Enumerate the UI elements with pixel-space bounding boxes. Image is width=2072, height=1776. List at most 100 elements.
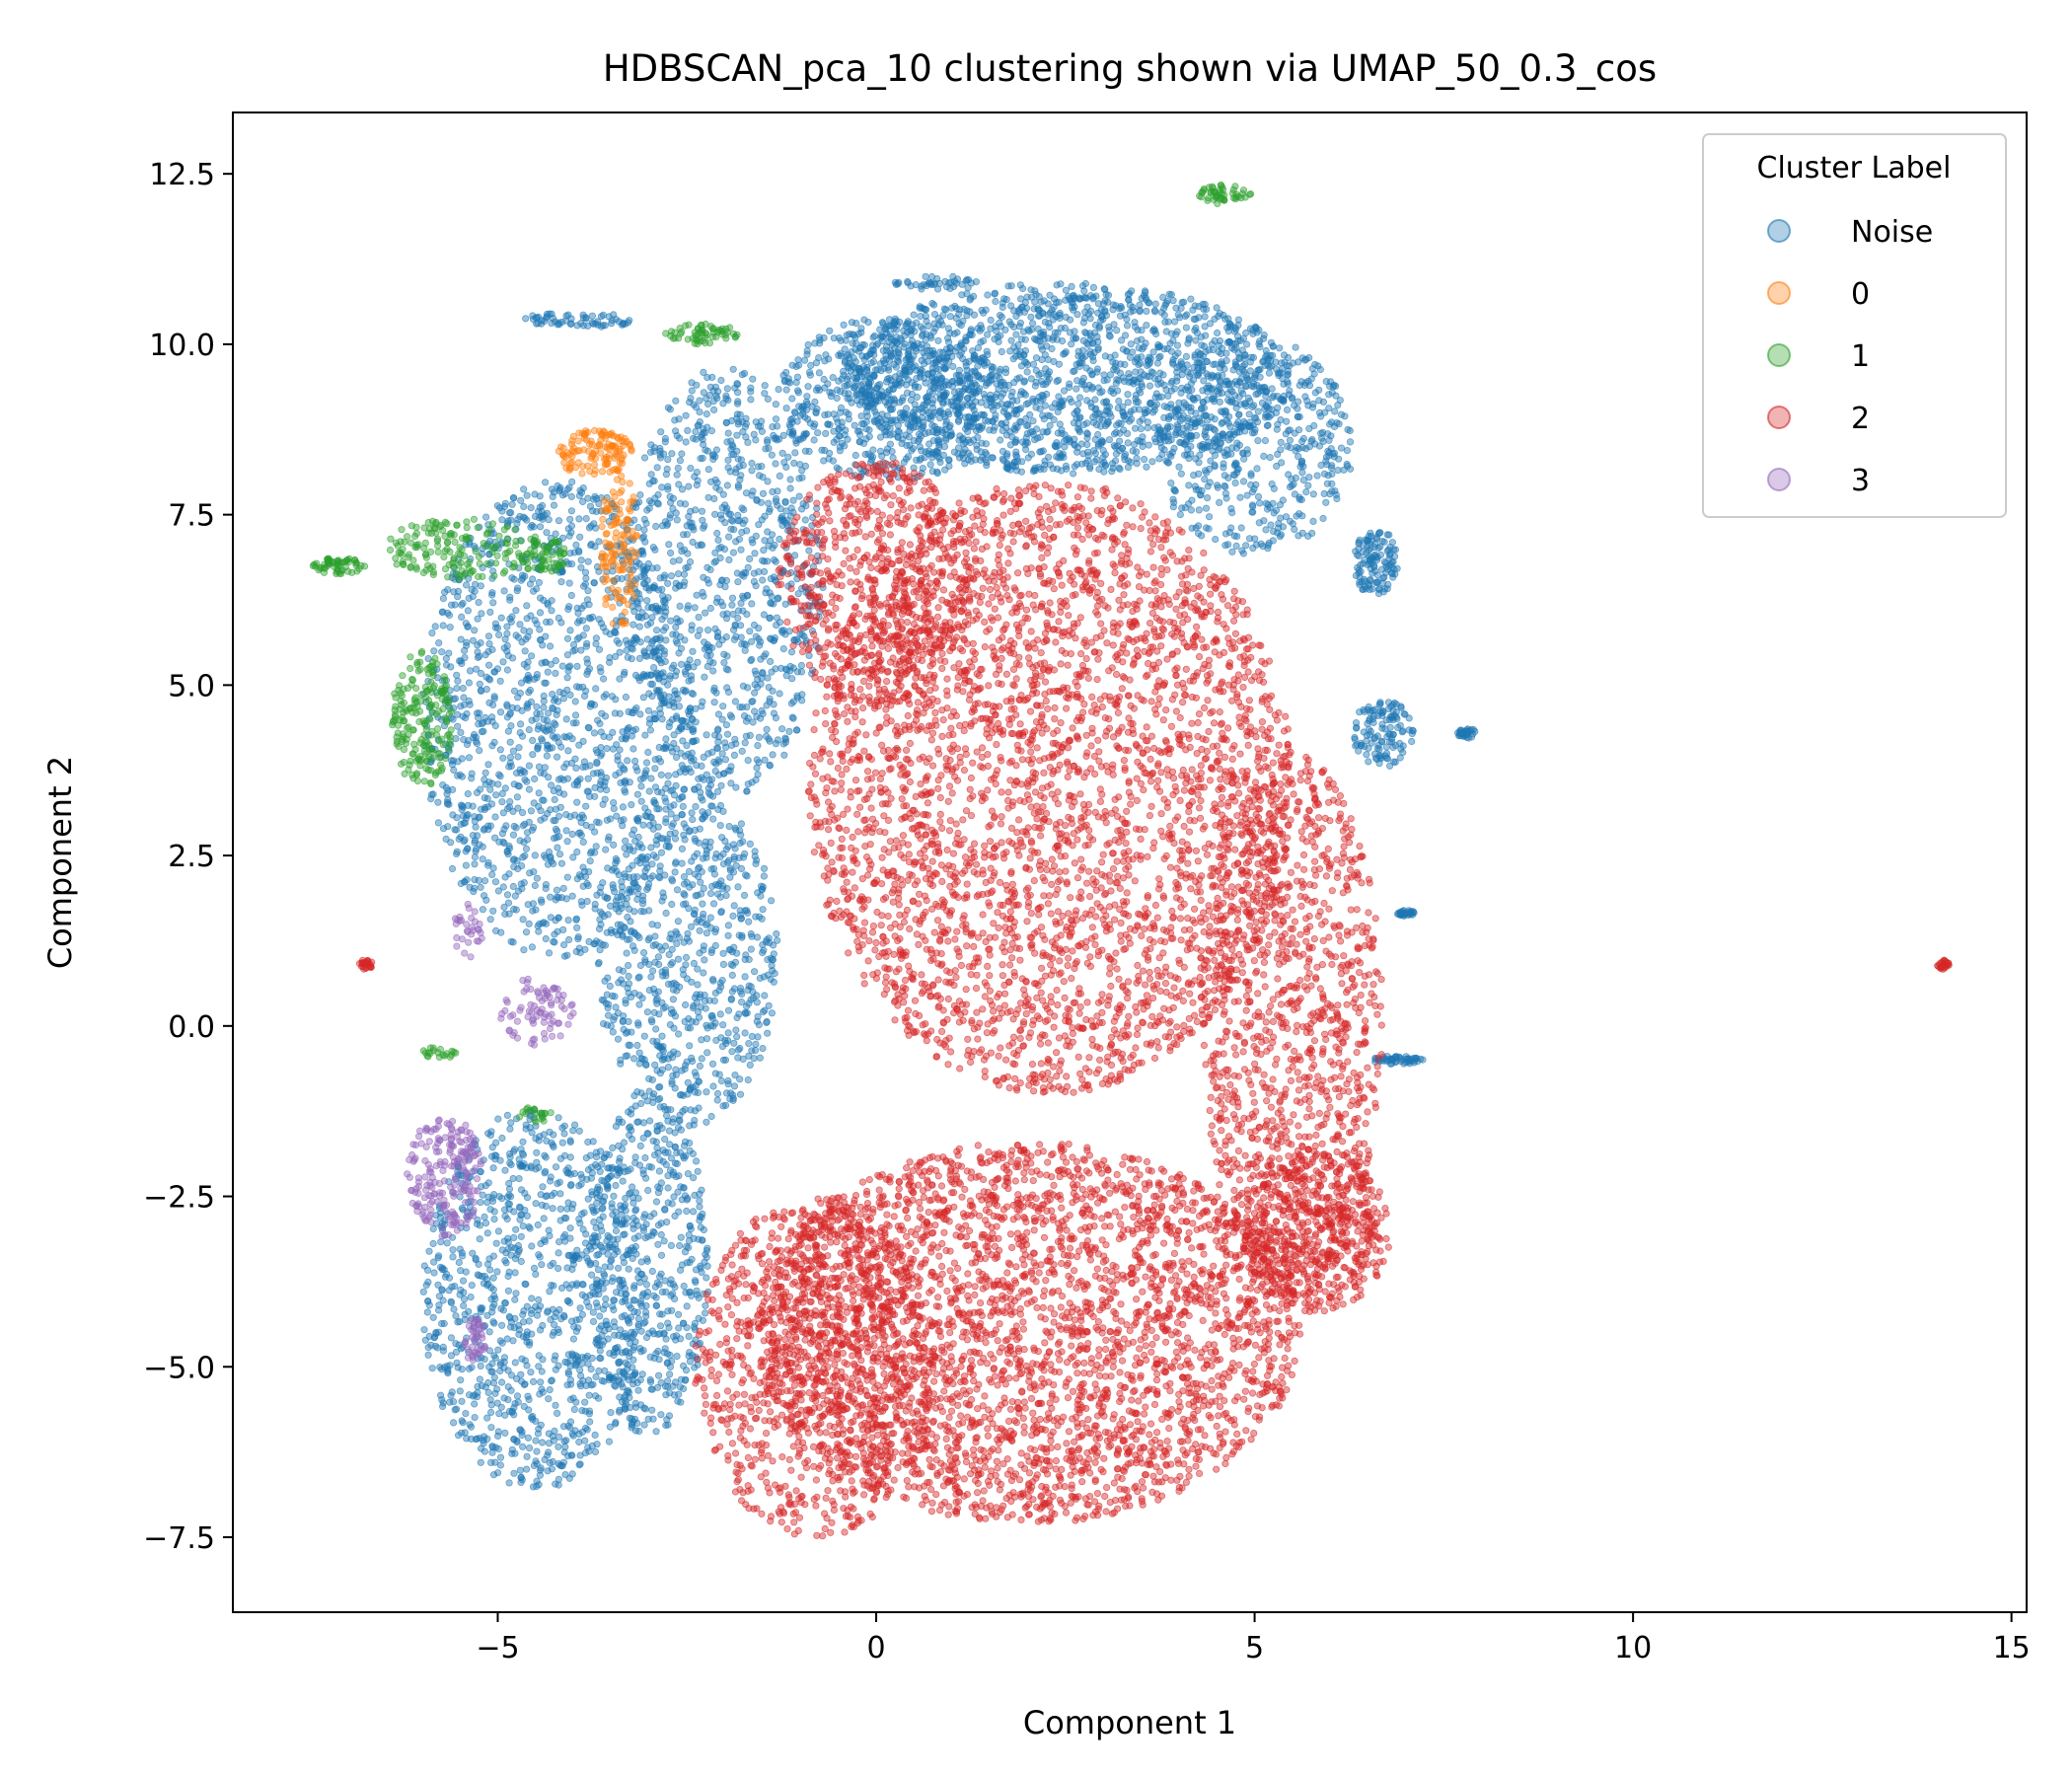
data-point [497,1338,503,1344]
data-point [634,1020,640,1026]
data-point [700,436,705,442]
data-point [555,1443,561,1449]
data-point [750,376,756,382]
data-point [689,627,695,632]
data-point [690,435,696,441]
data-point [775,502,780,508]
data-point [545,1308,551,1314]
data-point [683,439,689,445]
data-point [771,556,777,562]
data-point [520,575,526,581]
data-point [695,982,701,988]
data-point [567,1358,573,1364]
data-point [574,636,580,642]
data-point [448,664,454,670]
data-point [728,714,734,720]
data-point [677,984,683,990]
data-point [560,1424,566,1430]
data-point [585,1139,591,1145]
data-point [564,1265,570,1271]
data-point [523,929,529,935]
data-point [541,716,547,722]
data-point [672,860,678,866]
data-point [558,776,564,781]
data-point [773,402,778,407]
data-point [734,415,740,421]
data-point [454,672,460,678]
data-point [436,639,442,645]
data-point [615,1265,621,1271]
data-point [681,891,687,897]
data-point [497,678,503,684]
data-point [679,860,685,866]
data-point [470,803,476,809]
data-point [519,1150,525,1156]
data-point [903,406,909,411]
data-point [565,917,571,923]
data-point [760,577,766,583]
data-point [634,791,640,797]
data-point [583,803,589,809]
data-point [543,881,549,887]
data-point [639,610,645,616]
data-point [517,1427,523,1433]
data-point [555,518,561,524]
data-point [705,810,711,816]
data-point [588,1175,594,1181]
data-point [761,873,767,879]
data-point [487,1409,493,1415]
data-point [638,798,644,804]
data-point [467,668,473,674]
data-point [678,724,684,730]
data-point [584,898,590,904]
data-point [708,777,714,782]
data-point [473,1437,479,1443]
data-point [659,701,665,706]
data-point [482,514,488,520]
data-point [636,677,642,683]
data-point [979,326,985,332]
data-point [550,1332,555,1338]
data-point [1049,307,1055,313]
data-point [560,696,566,702]
data-point [659,617,665,623]
data-point [553,1164,558,1170]
data-point [455,588,461,594]
data-point [671,802,677,808]
data-point [526,677,532,683]
data-point [634,818,640,824]
data-point [750,989,756,995]
data-point [730,550,736,555]
data-point [701,885,706,891]
data-point [459,602,465,608]
data-point [1156,456,1162,462]
data-point [478,1199,483,1205]
data-point [671,1025,677,1031]
data-point [563,896,569,902]
data-point [720,401,726,407]
data-point [472,818,478,824]
data-point [656,961,662,967]
data-point [526,921,532,926]
data-point [782,735,788,741]
data-point [478,1363,483,1369]
data-point [799,468,805,474]
data-point [1066,384,1072,390]
data-point [746,919,752,925]
data-point [747,629,753,634]
data-point [528,613,534,619]
data-point [508,509,514,515]
data-point [635,975,641,981]
data-point [492,1140,498,1146]
data-point [733,466,739,472]
data-point [565,748,571,754]
data-point [553,657,558,663]
data-point [601,694,607,700]
data-point [540,1357,546,1363]
data-point [733,862,739,868]
data-point [522,770,528,776]
data-point [719,577,725,583]
data-point [1132,324,1138,330]
data-point [455,773,461,778]
data-point [693,838,699,844]
